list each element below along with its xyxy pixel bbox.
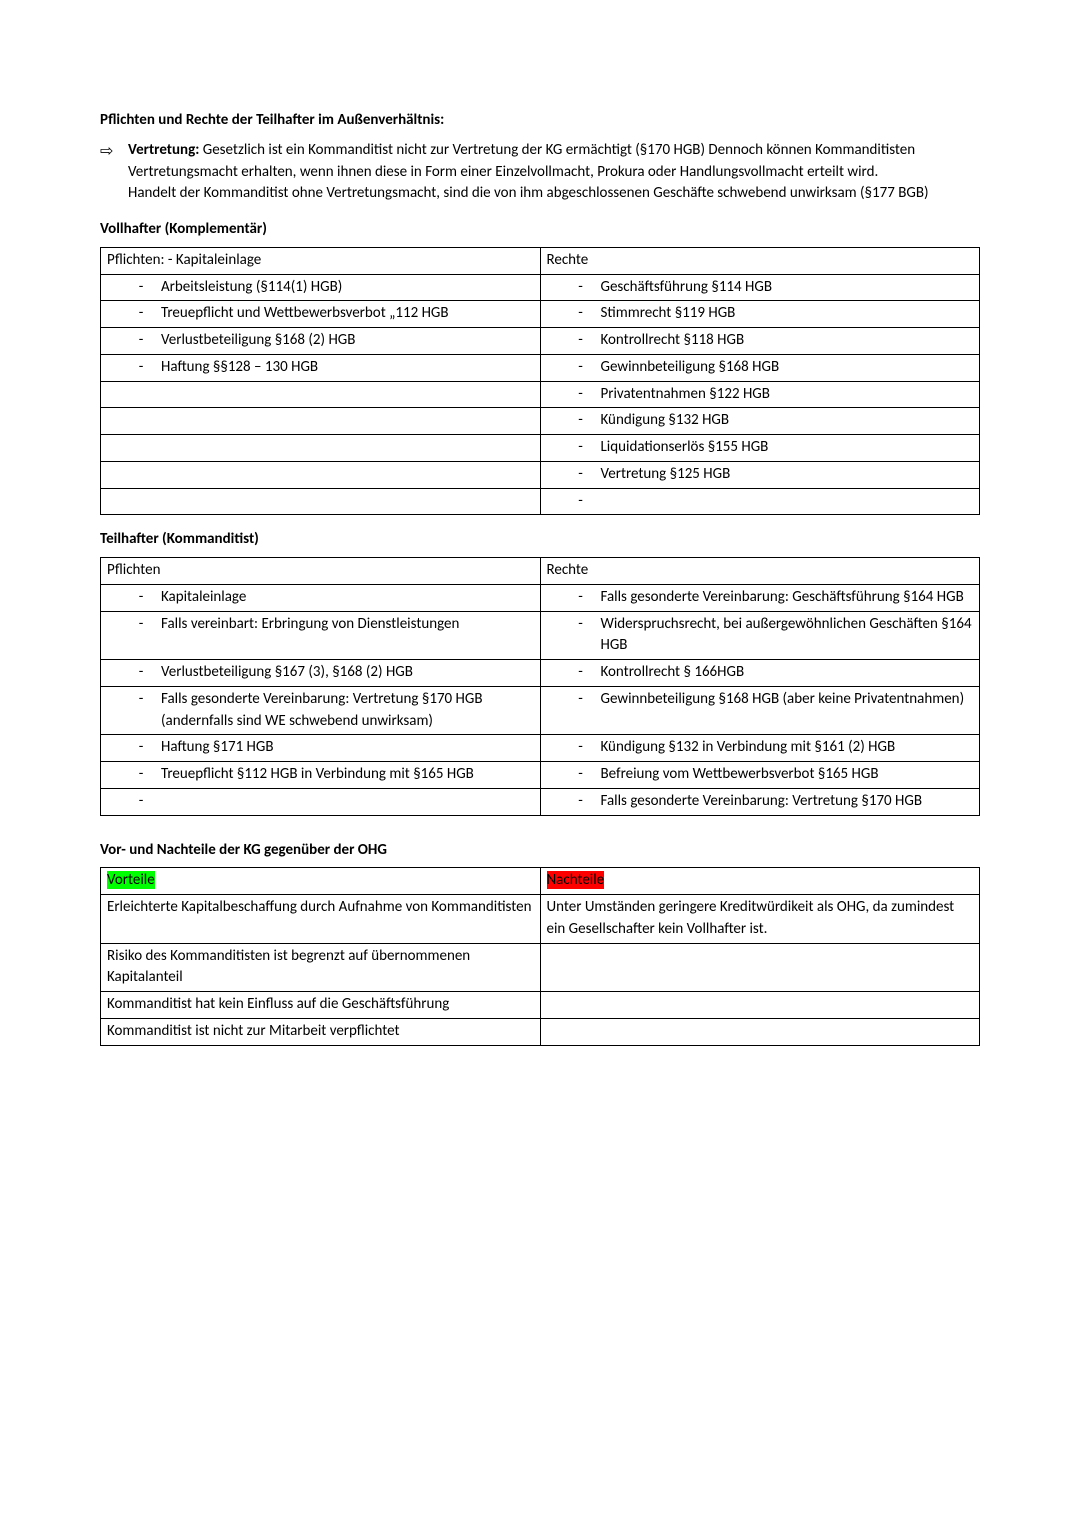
vertretung-body-2: Handelt der Kommanditist ohne Vertretung…: [128, 183, 980, 205]
table-row: -Haftung §§128 – 130 HGB-Gewinnbeteiligu…: [101, 354, 980, 381]
table-row: -Treuepflicht §112 HGB in Verbindung mit…: [101, 762, 980, 789]
table-row: Kommanditist hat kein Einfluss auf die G…: [101, 992, 980, 1019]
page-title: Pflichten und Rechte der Teilhafter im A…: [100, 110, 980, 132]
table-row: Vorteile Nachteile: [101, 868, 980, 895]
table-row: -Haftung §171 HGB-Kündigung §132 in Verb…: [101, 735, 980, 762]
table-row: -Arbeitsleistung (§114(1) HGB)-Geschäfts…: [101, 274, 980, 301]
table-header-left: Pflichten: [101, 558, 541, 585]
table-row: -Verlustbeteiligung §168 (2) HGB-Kontrol…: [101, 328, 980, 355]
table-row: -Kapitaleinlage-Falls gesonderte Vereinb…: [101, 584, 980, 611]
table-header-right: Rechte: [540, 247, 980, 274]
table-teilhafter: Pflichten Rechte -Kapitaleinlage-Falls g…: [100, 557, 980, 816]
vertretung-body-1: Gesetzlich ist ein Kommanditist nicht zu…: [128, 141, 915, 181]
table-vornach: Vorteile Nachteile Erleichterte Kapitalb…: [100, 867, 980, 1045]
heading-vollhafter: Vollhafter (Komplementär): [100, 219, 980, 241]
table-header-vorteile: Vorteile: [101, 868, 541, 895]
heading-vornach: Vor- und Nachteile der KG gegenüber der …: [100, 840, 980, 862]
table-header-left: Pflichten: - Kapitaleinlage: [101, 247, 541, 274]
table-row: -Privatentnahmen §122 HGB: [101, 381, 980, 408]
heading-teilhafter: Teilhafter (Kommanditist): [100, 529, 980, 551]
table-row: -: [101, 488, 980, 515]
table-row: -Falls gesonderte Vereinbarung: Vertretu…: [101, 686, 980, 735]
table-row: Kommanditist ist nicht zur Mitarbeit ver…: [101, 1018, 980, 1045]
arrow-icon: ⇨: [100, 140, 128, 205]
table-header-right: Rechte: [540, 558, 980, 585]
table-row: -Vertretung §125 HGB: [101, 461, 980, 488]
vertretung-block: ⇨ Vertretung: Gesetzlich ist ein Kommand…: [100, 140, 980, 205]
table-row: Pflichten Rechte: [101, 558, 980, 585]
table-header-nachteile: Nachteile: [540, 868, 980, 895]
table-row: Pflichten: - Kapitaleinlage Rechte: [101, 247, 980, 274]
vertretung-label: Vertretung:: [128, 141, 199, 159]
table-row: Risiko des Kommanditisten ist begrenzt a…: [101, 943, 980, 992]
table-row: -Falls vereinbart: Erbringung von Dienst…: [101, 611, 980, 660]
table-row: --Falls gesonderte Vereinbarung: Vertret…: [101, 788, 980, 815]
table-vollhafter: Pflichten: - Kapitaleinlage Rechte -Arbe…: [100, 247, 980, 516]
table-row: -Kündigung §132 HGB: [101, 408, 980, 435]
table-row: -Treuepflicht und Wettbewerbsverbot „112…: [101, 301, 980, 328]
table-row: -Verlustbeteiligung §167 (3), §168 (2) H…: [101, 660, 980, 687]
table-row: -Liquidationserlös §155 HGB: [101, 435, 980, 462]
table-row: Erleichterte Kapitalbeschaffung durch Au…: [101, 895, 980, 944]
